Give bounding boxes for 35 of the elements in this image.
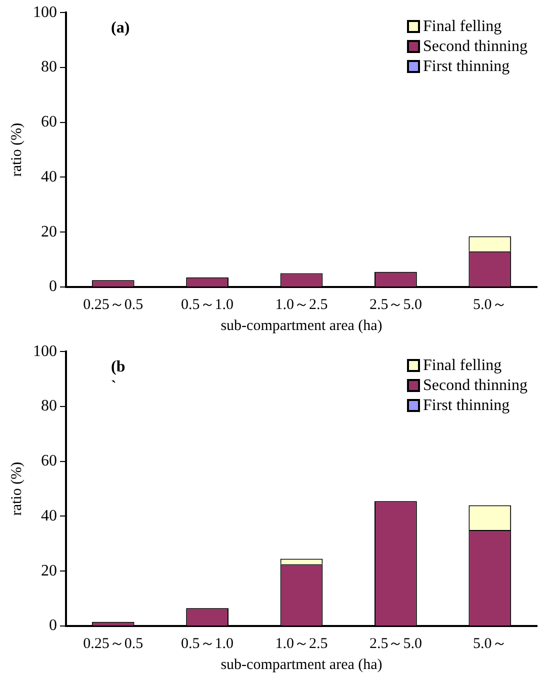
y-tick-label: 80 xyxy=(41,398,57,415)
y-tick-label: 40 xyxy=(41,507,57,524)
y-axis-title: ratio (%) xyxy=(8,462,25,516)
y-axis-title: ratio (%) xyxy=(8,122,25,177)
x-tick-label: 0.5～1.0 xyxy=(181,296,234,313)
y-tick-label: 20 xyxy=(41,223,57,240)
y-tick-label: 0 xyxy=(49,617,57,634)
y-tick-label: 60 xyxy=(41,452,57,470)
x-axis-title: sub-compartment area (ha) xyxy=(220,318,382,334)
legend-label: Second thinning xyxy=(423,36,528,57)
y-tick-label: 100 xyxy=(33,342,57,360)
x-tick-label: 2.5～5.0 xyxy=(369,636,422,652)
legend-label: Second thinning xyxy=(423,376,528,396)
legend-label: First thinning xyxy=(423,396,510,416)
x-tick-label: 0.5～1.0 xyxy=(181,636,234,652)
annotation: (b xyxy=(111,358,126,376)
y-tick-label: 40 xyxy=(41,168,57,186)
x-tick-label: 1.0～2.5 xyxy=(275,636,328,652)
legend-label: Final felling xyxy=(423,16,502,37)
x-tick-label: 0.25～0.5 xyxy=(83,296,144,313)
x-tick-label: 2.5～5.0 xyxy=(369,296,422,313)
annotation: (a) xyxy=(111,20,130,37)
x-axis-title: sub-compartment area (ha) xyxy=(220,656,382,673)
x-tick-label: 0.25～0.5 xyxy=(83,636,144,652)
y-tick-label: 0 xyxy=(49,278,57,296)
y-tick-label: 100 xyxy=(33,4,57,21)
x-tick-label: 5.0～ xyxy=(473,636,507,652)
y-tick-label: 20 xyxy=(41,562,57,580)
legend-label: Final felling xyxy=(423,356,502,376)
y-tick-label: 60 xyxy=(41,114,57,131)
x-tick-label: 1.0～2.5 xyxy=(275,296,328,313)
x-tick-label: 5.0～ xyxy=(473,296,507,313)
annotation: ` xyxy=(111,378,116,396)
y-tick-label: 80 xyxy=(41,58,57,76)
legend-label: First thinning xyxy=(423,56,510,77)
